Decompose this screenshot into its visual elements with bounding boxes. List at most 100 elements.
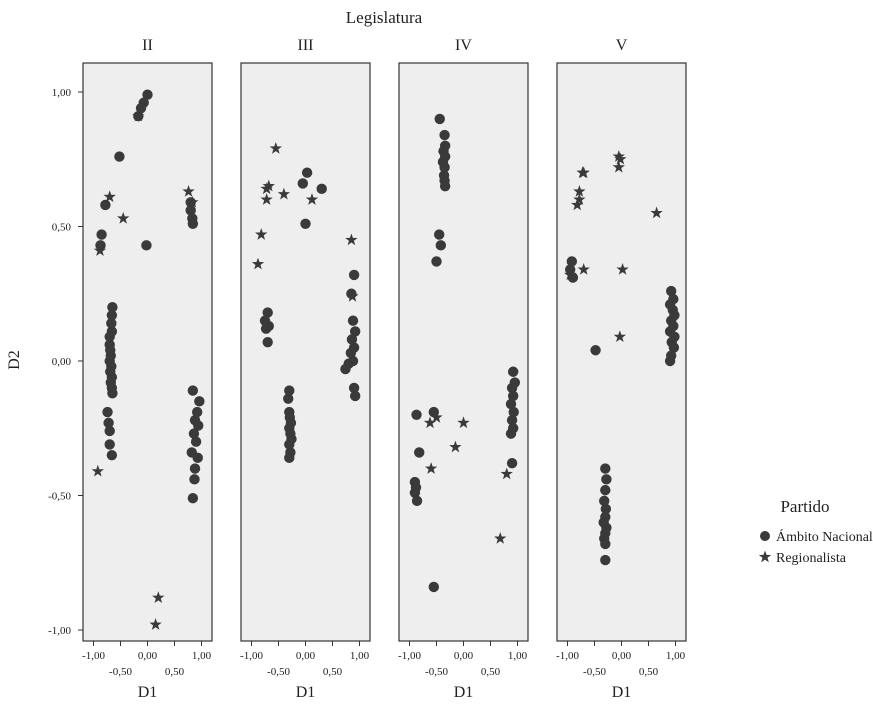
point-nacional xyxy=(439,129,450,141)
point-regionalista xyxy=(132,109,145,122)
point-nacional xyxy=(190,436,202,447)
point-nacional xyxy=(192,452,203,464)
point-regionalista xyxy=(346,289,359,302)
x-tick-label: 1,00 xyxy=(192,650,212,662)
point-nacional xyxy=(193,420,204,431)
point-nacional xyxy=(590,345,601,356)
x-tick-label: 1,00 xyxy=(350,650,370,662)
point-nacional xyxy=(434,113,445,125)
point-nacional xyxy=(506,382,518,394)
x-tick-label: 0,50 xyxy=(165,666,185,678)
point-nacional xyxy=(411,409,422,420)
point-regionalista xyxy=(612,150,625,162)
point-nacional xyxy=(428,581,439,593)
point-nacional xyxy=(348,382,360,394)
panel-title: III xyxy=(298,37,314,54)
x-tick-label: -0,50 xyxy=(267,666,290,678)
x-tick-label: -0,50 xyxy=(583,666,606,678)
point-regionalista xyxy=(650,206,663,219)
panel-title: II xyxy=(142,37,153,54)
panel-V: V -1,00 -0,50 0,00 0,50 1,00 D1 xyxy=(556,37,687,701)
point-regionalista xyxy=(424,462,438,474)
point-nacional xyxy=(284,385,295,396)
x-tick-label: 0,50 xyxy=(481,666,501,678)
point-nacional xyxy=(600,503,612,515)
point-nacional xyxy=(601,474,612,485)
point-regionalista xyxy=(262,179,275,192)
point-nacional xyxy=(107,388,118,399)
point-regionalista xyxy=(494,532,507,544)
x-tick-label: 0,00 xyxy=(296,650,316,662)
point-nacional xyxy=(262,336,273,348)
panel-plot-area xyxy=(556,62,687,642)
point-regionalista xyxy=(182,185,195,197)
point-regionalista xyxy=(430,410,443,423)
x-axis-label: D1 xyxy=(296,684,316,701)
point-nacional xyxy=(283,393,294,404)
point-nacional xyxy=(100,199,111,211)
point-nacional xyxy=(566,256,578,267)
panel-plot-area xyxy=(398,62,529,642)
point-regionalista xyxy=(149,618,162,630)
point-regionalista xyxy=(103,190,116,203)
point-nacional xyxy=(507,366,519,377)
point-nacional xyxy=(435,240,447,251)
panel-II: II -1,00 -0,50 0,00 0,50 1,00 D1 xyxy=(82,37,213,701)
point-regionalista xyxy=(449,440,462,453)
point-nacional xyxy=(434,229,445,240)
point-nacional xyxy=(104,439,115,450)
point-regionalista xyxy=(255,228,268,240)
point-nacional xyxy=(349,390,361,402)
point-regionalista xyxy=(577,263,590,275)
x-axis-label: D1 xyxy=(612,684,632,701)
point-nacional xyxy=(142,89,153,100)
point-nacional xyxy=(106,449,118,461)
point-nacional xyxy=(349,326,361,337)
point-nacional xyxy=(114,151,125,162)
point-nacional xyxy=(506,414,518,426)
x-tick-label: -1,00 xyxy=(556,650,579,662)
point-nacional xyxy=(141,240,152,251)
panel-title: IV xyxy=(455,37,472,54)
point-regionalista xyxy=(564,268,577,281)
point-nacional xyxy=(411,495,423,507)
point-nacional xyxy=(262,307,273,318)
point-nacional xyxy=(189,463,201,474)
point-regionalista xyxy=(91,464,104,477)
point-nacional xyxy=(187,385,199,396)
x-tick-label: -0,50 xyxy=(425,666,448,678)
point-nacional xyxy=(505,428,517,439)
point-nacional xyxy=(600,484,611,496)
point-nacional xyxy=(348,269,360,281)
point-nacional xyxy=(104,425,115,437)
point-nacional xyxy=(194,396,205,407)
point-nacional xyxy=(506,458,518,469)
point-nacional xyxy=(284,452,295,464)
x-tick-label: -1,00 xyxy=(82,650,105,662)
x-tick-label: 1,00 xyxy=(508,650,528,662)
point-nacional xyxy=(106,310,118,321)
legend: Partido Ámbito Nacional Regionalista xyxy=(758,497,873,566)
point-nacional xyxy=(340,363,351,375)
point-nacional xyxy=(600,538,611,550)
point-regionalista xyxy=(612,160,625,173)
point-nacional xyxy=(107,302,118,313)
y-tick-label: 0,50 xyxy=(52,222,72,234)
point-regionalista xyxy=(345,233,358,246)
point-regionalista xyxy=(93,244,107,256)
point-nacional xyxy=(300,218,311,230)
point-nacional xyxy=(189,474,200,485)
point-nacional xyxy=(505,398,517,410)
x-tick-label: 1,00 xyxy=(666,650,686,662)
point-nacional xyxy=(103,417,114,429)
super-title: Legislatura xyxy=(346,8,423,27)
point-nacional xyxy=(185,205,196,216)
point-nacional xyxy=(431,256,442,267)
point-nacional xyxy=(668,342,680,353)
x-tick-label: 0,00 xyxy=(612,650,632,662)
legend-title: Partido xyxy=(780,497,829,516)
x-tick-label: 0,00 xyxy=(138,650,158,662)
point-nacional xyxy=(665,285,677,297)
legend-item: Ámbito Nacional xyxy=(760,528,873,545)
point-regionalista xyxy=(305,193,319,205)
